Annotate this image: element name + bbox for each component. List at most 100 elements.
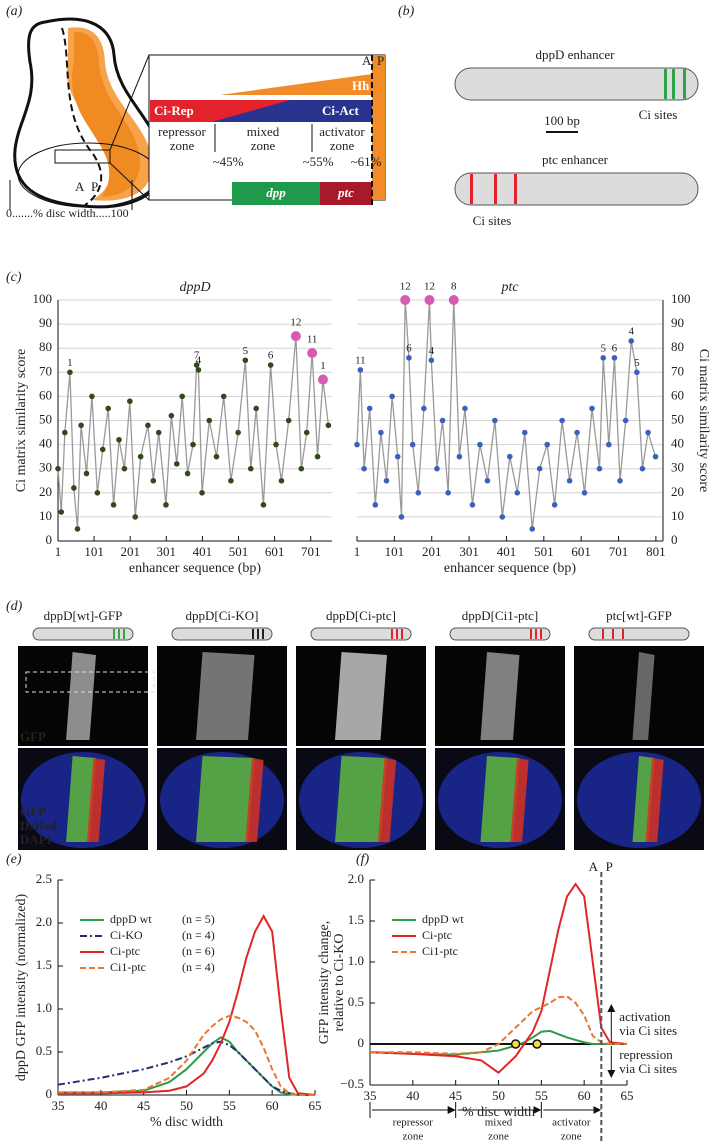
data-point <box>121 465 128 472</box>
data-point <box>600 355 607 361</box>
data-point <box>462 405 468 412</box>
x-tick-label: 35 <box>52 1098 65 1113</box>
point-label: 6 <box>406 342 412 354</box>
data-point <box>116 436 122 443</box>
y-axis-title: GFP intensity change, <box>317 921 332 1045</box>
x-tick-label: 501 <box>534 544 554 559</box>
panel-label: (b) <box>398 4 415 19</box>
x-tick-label: 45 <box>449 1088 462 1103</box>
data-point <box>421 405 427 412</box>
ci-site <box>540 629 542 639</box>
scale-label: 100 bp <box>544 113 580 128</box>
dsred-signal <box>245 758 264 842</box>
x-tick-label: 65 <box>309 1098 322 1113</box>
percent-label: ~61% <box>351 154 382 169</box>
data-point <box>179 393 185 400</box>
dpp-label: dpp <box>266 185 286 200</box>
data-point <box>366 405 373 412</box>
data-point <box>314 453 321 460</box>
data-point <box>398 514 405 520</box>
y-tick-label: 30 <box>39 460 52 475</box>
sites-label: Ci sites <box>473 213 512 228</box>
ci-site <box>257 629 259 639</box>
data-point <box>94 490 101 496</box>
data-point <box>62 429 68 436</box>
data-line <box>369 882 628 1074</box>
y-tick-label: −0.5 <box>340 1076 364 1091</box>
data-point <box>163 502 169 508</box>
point-label: 4 <box>429 345 435 357</box>
x-tick-label: 60 <box>266 1098 279 1113</box>
annotation: repression <box>619 1047 673 1062</box>
data-point <box>499 514 506 520</box>
gfp-signal <box>66 756 96 842</box>
ci-site <box>113 629 115 639</box>
y-tick-label: 1.5 <box>36 957 52 972</box>
x-tick-label: 1 <box>55 544 62 559</box>
gfp-signal <box>335 756 387 842</box>
data-point <box>74 526 81 532</box>
y-tick-label: 50 <box>671 411 684 426</box>
data-line <box>369 1029 627 1056</box>
y-tick-label: 0 <box>46 532 53 547</box>
ci-site <box>535 629 537 639</box>
data-point <box>456 453 463 460</box>
x-tick-label: 50 <box>492 1088 505 1103</box>
dsred-signal <box>86 758 106 842</box>
data-point <box>652 453 659 460</box>
y-tick-label: 50 <box>39 411 52 426</box>
y-tick-label: 0 <box>671 532 678 547</box>
x-axis-title: enhancer sequence (bp) <box>444 561 576 576</box>
roi-box <box>25 671 155 693</box>
data-point <box>150 477 157 484</box>
data-point <box>267 362 274 368</box>
point-label: 11 <box>355 354 366 366</box>
data-line <box>356 299 657 530</box>
point-label: 5 <box>634 357 640 369</box>
x-tick-label: 55 <box>223 1098 236 1113</box>
ci-site <box>612 629 614 639</box>
y-tick-label: 0 <box>358 1035 365 1050</box>
zone-label: activator <box>319 124 365 139</box>
y-axis-title: dppD GFP intensity (normalized) <box>14 894 29 1082</box>
zone-label: zone <box>561 1131 582 1143</box>
data-point <box>406 355 412 361</box>
legend-label: Ci-KO <box>110 928 143 942</box>
point-label: 11 <box>307 334 318 346</box>
data-point <box>383 477 390 484</box>
point-label: 12 <box>424 281 435 293</box>
construct-bar <box>171 627 273 641</box>
panel-label: (a) <box>6 4 23 19</box>
construct-bar <box>32 627 134 641</box>
channel-label: DsRed <box>20 818 58 833</box>
zone-label: zone <box>251 138 276 153</box>
data-point <box>228 477 234 484</box>
data-point <box>521 429 528 436</box>
chart-title: ptc <box>500 280 519 295</box>
y-tick-label: 90 <box>39 315 52 330</box>
construct-bar <box>449 627 551 641</box>
data-point <box>168 412 175 419</box>
x-tick-label: 60 <box>578 1088 591 1103</box>
x-tick-label: 1 <box>354 544 361 559</box>
data-point <box>325 422 332 429</box>
ci-site <box>123 629 125 639</box>
legend-label: Ci-ptc <box>422 928 452 942</box>
point-label: 4 <box>196 354 202 366</box>
y-tick-label: 70 <box>39 363 52 378</box>
data-point <box>507 453 513 460</box>
annotation: activation <box>619 1009 671 1024</box>
zone-label: zone <box>330 138 355 153</box>
y-tick-label: 0.5 <box>36 1043 52 1058</box>
construct-label: dppD[Ci-ptc] <box>326 608 396 623</box>
data-point <box>193 362 200 368</box>
x-tick-label: 45 <box>137 1098 150 1113</box>
data-point <box>290 331 301 342</box>
annotation: via Ci sites <box>619 1061 677 1076</box>
y-axis-title: Ci matrix similarity score <box>14 349 29 492</box>
disc-a: A <box>75 179 85 194</box>
data-point <box>67 369 73 376</box>
y-axis-title: relative to Ci-KO <box>332 934 347 1032</box>
enhancer-label: dppD enhancer <box>535 47 615 62</box>
percent-label: ~45% <box>213 154 244 169</box>
